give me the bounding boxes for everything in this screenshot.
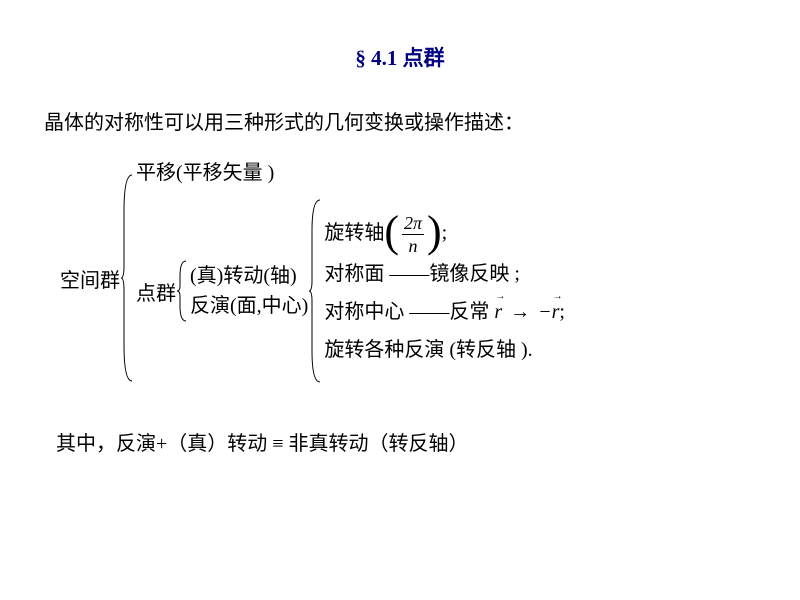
brace-2-icon (176, 258, 188, 324)
level1-column: 平移(平移矢量 ) 点群 (真)转动(轴) 反演(面,中心) 旋转轴(2πn); (134, 150, 565, 406)
formula-block: 空间群 平移(平移矢量 ) 点群 (真)转动(轴) 反演(面,中心) (60, 163, 800, 393)
center-suffix: ; (559, 301, 565, 323)
fraction: 2πn (399, 214, 427, 255)
root-label: 空间群 (60, 264, 120, 293)
translation-row: 平移(平移矢量 ) (136, 156, 565, 185)
brace-1-icon (120, 171, 134, 385)
frac-paren: (2πn) (384, 214, 441, 255)
level3-column: 旋转轴(2πn); 对称面 ——镜像反映 ; 对称中心 ——反常 r → −r;… (322, 214, 565, 369)
frac-num: 2π (402, 214, 424, 235)
rotation-axis-row: 旋转轴(2πn); (324, 214, 565, 255)
vec-r-1: r (494, 293, 502, 331)
rotation-axis-prefix: 旋转轴 (324, 222, 384, 244)
rotation-axis-suffix: ; (442, 222, 448, 244)
rparen-icon: ) (427, 214, 442, 249)
rotation-row: (真)转动(轴) (190, 261, 308, 291)
rotoinversion-row: 旋转各种反演 (转反轴 ). (324, 331, 565, 369)
neg-sign: − (538, 301, 552, 323)
mirror-row: 对称面 ——镜像反映 ; (324, 255, 565, 293)
center-prefix: 对称中心 ——反常 (324, 301, 489, 323)
point-group-label: 点群 (136, 277, 176, 306)
frac-den: n (407, 235, 420, 255)
center-row: 对称中心 ——反常 r → −r; (324, 293, 565, 331)
inversion-row: 反演(面,中心) (190, 291, 308, 321)
slide: § 4.1 点群 晶体的对称性可以用三种形式的几何变换或操作描述： 空间群 平移… (0, 0, 800, 600)
point-group-row: 点群 (真)转动(轴) 反演(面,中心) 旋转轴(2πn); 对称面 ——镜像反… (136, 196, 565, 386)
intro-text: 晶体的对称性可以用三种形式的几何变换或操作描述： (44, 106, 800, 135)
arrow-icon: → (507, 301, 533, 323)
conclusion-text: 其中，反演+（真）转动 ≡ 非真转动（转反轴） (56, 427, 800, 456)
level2-column: (真)转动(轴) 反演(面,中心) (188, 261, 308, 321)
brace-3-icon (308, 196, 322, 386)
page-title: § 4.1 点群 (0, 42, 800, 72)
vec-r-2: r (552, 293, 560, 331)
lparen-icon: ( (384, 214, 399, 249)
